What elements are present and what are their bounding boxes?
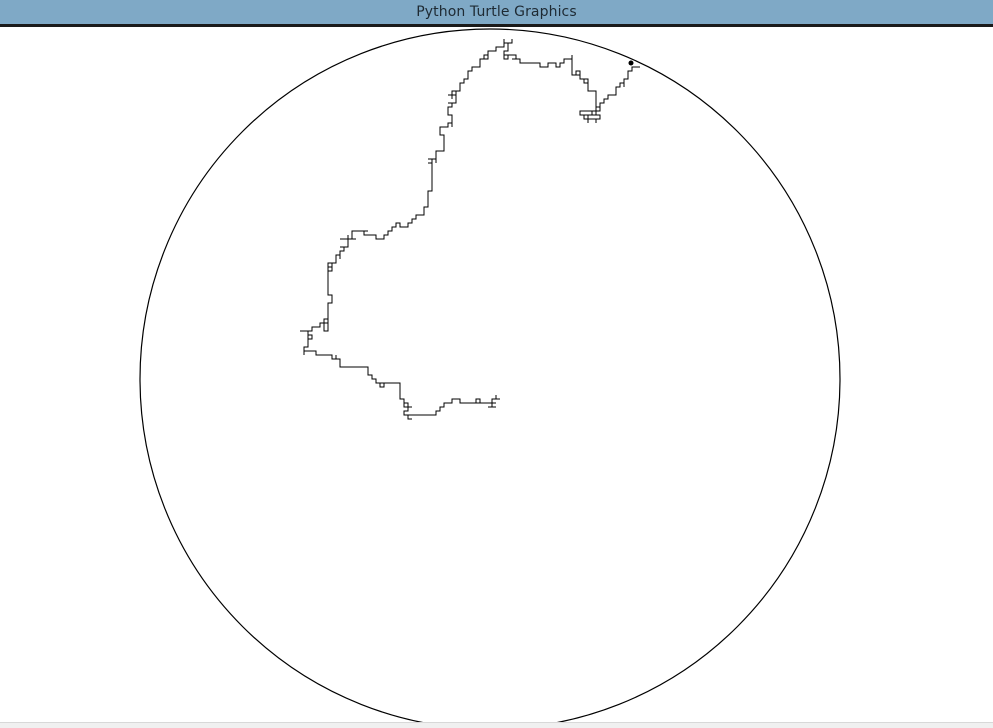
boundary-circle (139, 28, 841, 722)
turtle-canvas[interactable] (0, 27, 993, 722)
title-bar[interactable]: Python Turtle Graphics (0, 0, 993, 24)
random-walk-path (300, 39, 640, 420)
title-divider (0, 24, 993, 27)
drawing-surface (139, 28, 841, 722)
window-bottom-edge (0, 722, 993, 728)
window-title: Python Turtle Graphics (416, 4, 577, 20)
turtle-cursor-icon (628, 60, 634, 66)
